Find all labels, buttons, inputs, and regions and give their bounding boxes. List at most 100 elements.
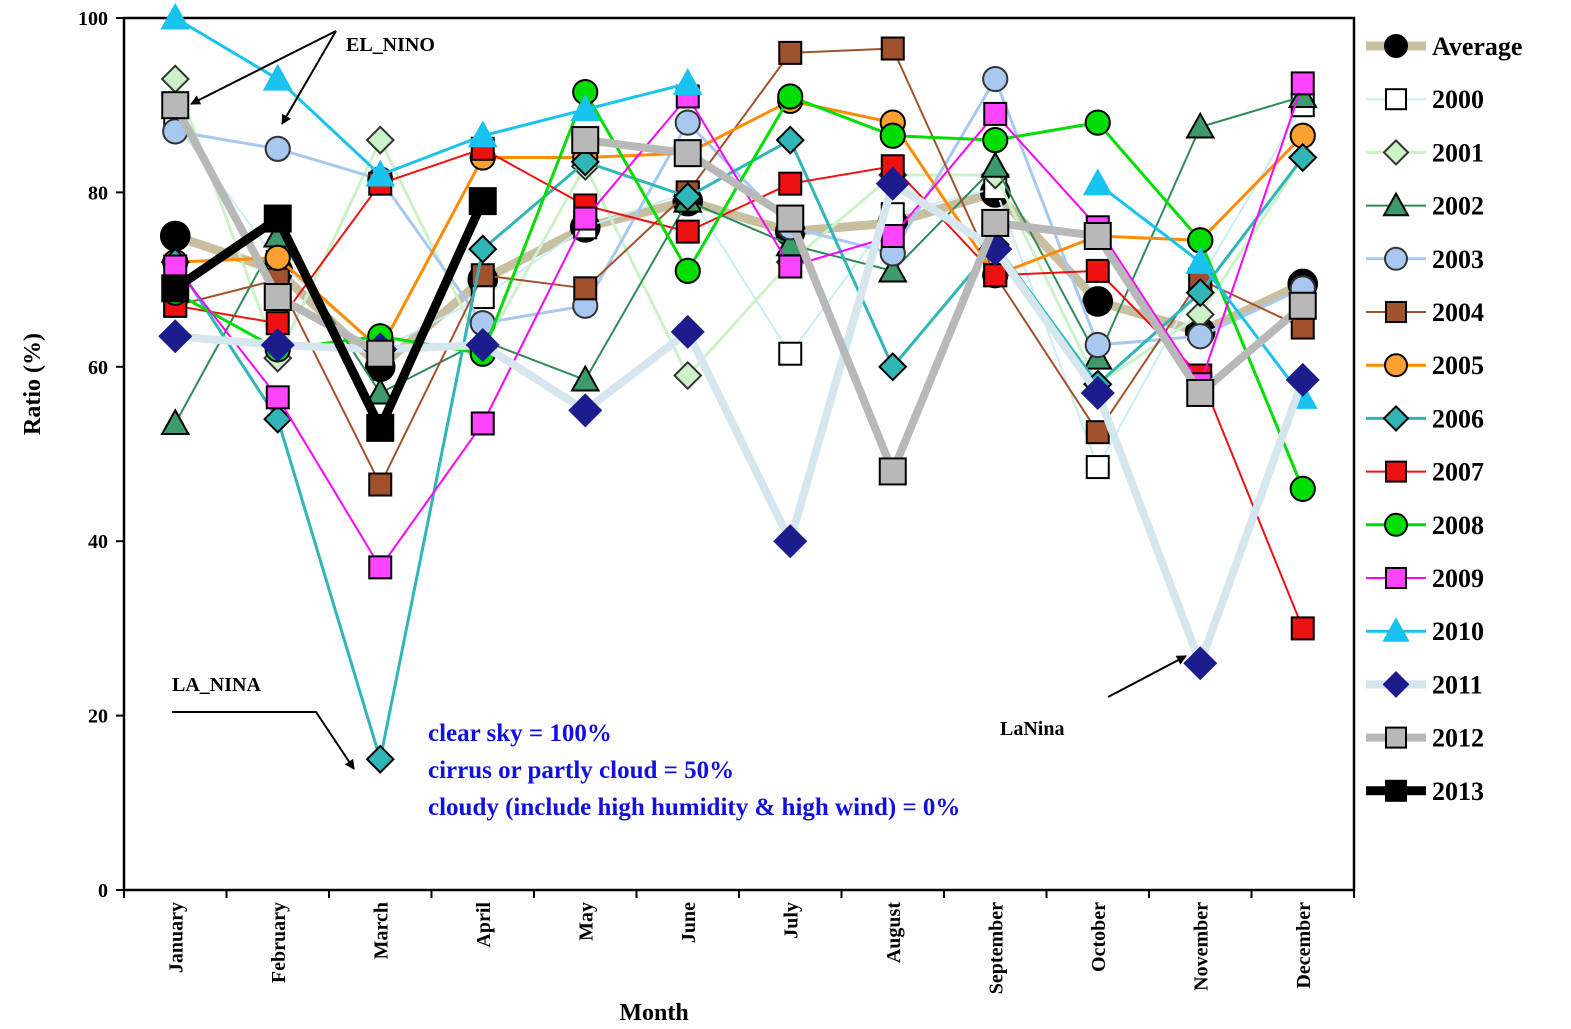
annotation-lanina-2-arrow (1107, 655, 1187, 698)
legend-label: 2003 (1432, 245, 1484, 274)
data-point-2007 (778, 171, 803, 196)
data-point-2000 (1085, 455, 1110, 480)
data-point-2012 (776, 204, 805, 233)
data-point-2000 (778, 341, 803, 366)
data-point-2013 (161, 274, 190, 303)
legend-swatch-marker (1385, 779, 1407, 802)
series-2012 (161, 91, 1317, 486)
data-point-2009 (983, 101, 1008, 126)
series-line-2013 (170, 196, 488, 433)
data-point-2006 (1288, 142, 1318, 173)
data-point-2002 (160, 408, 191, 436)
data-point-2012 (366, 339, 395, 368)
data-point-average (1082, 286, 1114, 317)
legend-item-2001: 2001 (1366, 138, 1484, 167)
data-point-2010 (160, 2, 191, 30)
legend-swatch-marker (1384, 353, 1408, 378)
legend-swatch-marker (1382, 138, 1410, 166)
data-point-2003 (982, 65, 1009, 93)
annotation-el-nino: EL_NINO (190, 30, 435, 125)
data-point-2012 (571, 126, 600, 155)
legend-label: 2002 (1432, 192, 1484, 221)
data-point-2009 (368, 555, 393, 580)
y-axis: 0 20 40 60 80 100 (78, 8, 124, 902)
annotation-la-nina-label: LA_NINA (172, 674, 261, 696)
legend-item-2000: 2000 (1366, 85, 1484, 114)
data-point-2011 (260, 327, 295, 363)
y-tick-label: 60 (88, 357, 108, 379)
annotation-el-nino-label: EL_NINO (346, 34, 435, 56)
legend-item-2013: 2013 (1366, 777, 1484, 806)
legend-swatch-marker (1385, 567, 1407, 589)
legend-label: 2005 (1432, 351, 1484, 380)
data-point-2008 (674, 257, 701, 284)
series-line-2012 (581, 136, 1307, 476)
legend-item-2009: 2009 (1366, 564, 1484, 593)
legend-label: Average (1432, 32, 1522, 61)
data-point-2010 (1185, 246, 1216, 274)
legend-label: 2010 (1432, 617, 1484, 646)
legend-swatch-marker (1384, 512, 1408, 537)
data-point-average (159, 220, 191, 252)
data-point-2012 (1083, 222, 1112, 250)
legend-label: 2013 (1432, 777, 1484, 806)
data-point-2011 (1080, 375, 1115, 410)
data-point-2004 (368, 472, 393, 497)
annotation-la-nina: LA_NINA (172, 674, 355, 770)
data-point-2006 (263, 404, 293, 434)
data-point-2012 (161, 91, 190, 120)
legend-label: 2011 (1432, 670, 1483, 699)
legend-label: 2008 (1432, 511, 1484, 540)
legend-label: 2001 (1432, 138, 1484, 167)
data-point-2012 (673, 139, 702, 168)
legend-swatch-marker (1384, 34, 1408, 58)
x-tick-label: December (1293, 902, 1315, 989)
legend-label: 2012 (1432, 724, 1484, 753)
legend-item-average: Average (1366, 32, 1522, 61)
legend-item-2008: 2008 (1366, 511, 1484, 540)
data-point-2006 (468, 234, 498, 264)
data-point-2003 (674, 109, 701, 136)
x-tick-label: March (370, 902, 392, 959)
data-point-2013 (263, 204, 292, 233)
data-point-2008 (879, 122, 906, 149)
x-tick-label: October (1088, 902, 1110, 972)
legend-item-2004: 2004 (1366, 298, 1484, 327)
annotation-el-nino-arrow-1 (190, 30, 337, 105)
data-point-2009 (470, 411, 495, 436)
annotation-lanina-2: LaNina (1000, 655, 1187, 740)
legend-swatch-marker (1385, 726, 1407, 749)
data-point-2011 (670, 314, 705, 349)
data-point-2012 (981, 208, 1010, 237)
y-tick-label: 20 (88, 706, 108, 728)
data-point-2002 (1185, 111, 1216, 139)
legend-label: 2007 (1432, 458, 1484, 487)
data-point-2002 (877, 255, 908, 283)
data-point-2003 (1187, 323, 1214, 350)
x-tick-label: May (575, 902, 597, 941)
legend-item-2012: 2012 (1366, 724, 1484, 753)
x-tick-label: February (268, 902, 290, 983)
annotation-lanina-2-label: LaNina (1000, 718, 1064, 740)
legend-swatch-marker (1382, 404, 1410, 432)
legend-label: 2004 (1432, 298, 1484, 327)
legend-swatch-marker (1385, 301, 1407, 323)
data-point-2003 (264, 135, 291, 162)
y-tick-label: 80 (88, 182, 108, 204)
data-point-2010 (1082, 168, 1113, 196)
note-line-2: cirrus or partly cloud = 50% (428, 757, 734, 784)
legend-item-2011: 2011 (1366, 670, 1483, 699)
x-axis: January February March April May June July Augu… (123, 890, 1355, 994)
data-point-2007 (1085, 258, 1110, 283)
legend-item-2002: 2002 (1366, 191, 1484, 221)
legend-swatch-marker (1382, 617, 1410, 642)
data-point-2002 (365, 377, 396, 405)
legend-swatch-marker (1382, 191, 1410, 217)
series-2003 (162, 65, 1316, 359)
data-point-2012 (263, 283, 292, 312)
data-point-2011 (773, 524, 808, 559)
legend-swatch-marker (1382, 670, 1410, 698)
data-point-2004 (880, 36, 905, 61)
data-point-2010 (262, 63, 293, 91)
legend-label: 2006 (1432, 404, 1484, 433)
